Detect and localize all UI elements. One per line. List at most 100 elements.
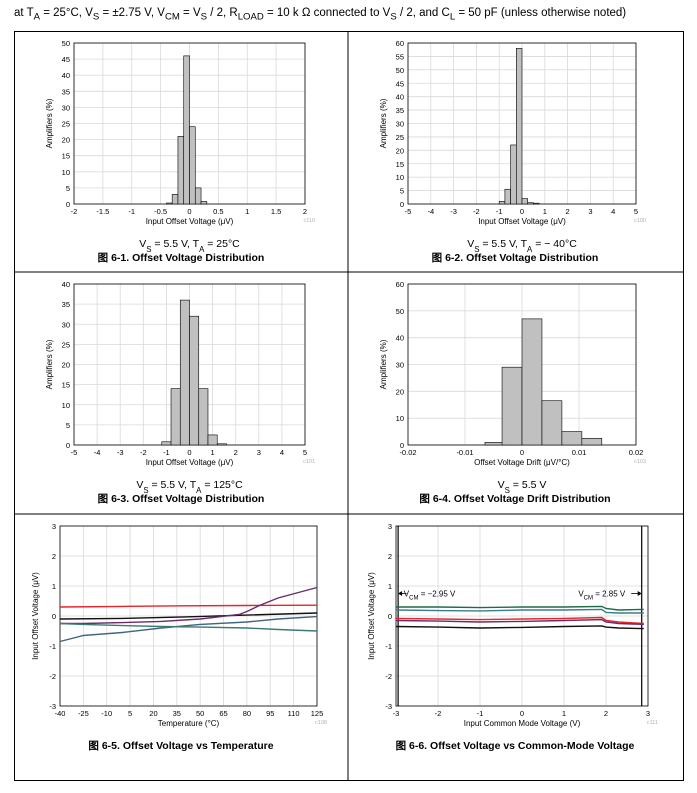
- x-tick-label: -25: [78, 709, 89, 718]
- x-tick-label: -1: [163, 448, 170, 457]
- histogram-bar: [516, 48, 523, 205]
- x-tick-label: 0: [520, 709, 524, 718]
- histogram-bar: [504, 188, 511, 205]
- x-tick-label: 3: [257, 448, 261, 457]
- series-line: [59, 622, 318, 632]
- y-tick-label: 50: [396, 66, 404, 75]
- histogram-bar: [501, 366, 523, 446]
- y-tick-label: -1: [385, 642, 392, 651]
- x-tick-label: 0.02: [629, 448, 644, 457]
- histogram-bar: [541, 400, 563, 446]
- x-tick-label: -3: [393, 709, 400, 718]
- x-tick-label: -4: [427, 207, 434, 216]
- x-tick-label: 35: [173, 709, 181, 718]
- histogram-bar: [189, 315, 200, 446]
- y-tick-label: 35: [62, 87, 70, 96]
- y-tick-label: 5: [400, 187, 404, 196]
- x-tick-label: -1.5: [96, 207, 109, 216]
- y-tick-label: 0: [66, 200, 70, 209]
- y-tick-label: 0: [388, 612, 392, 621]
- histogram-bar: [200, 201, 208, 205]
- histogram-bar: [198, 388, 209, 446]
- y-tick-label: 10: [62, 168, 70, 177]
- y-tick-label: 25: [62, 340, 70, 349]
- histogram-bar: [161, 441, 172, 446]
- chart-code: c103: [634, 459, 646, 465]
- x-tick-label: 125: [311, 709, 324, 718]
- histogram-bar: [171, 194, 179, 205]
- chart-code: c110: [303, 218, 315, 224]
- y-tick-label: 20: [62, 361, 70, 370]
- series-line: [395, 625, 644, 630]
- x-tick-label: -1: [128, 207, 135, 216]
- y-tick-label: 60: [396, 280, 404, 289]
- histogram-bar: [510, 144, 517, 205]
- x-axis-label: Input Offset Voltage (μV): [146, 217, 234, 226]
- x-axis-label: Offset Voltage Drift (μV/°C): [474, 458, 570, 467]
- y-tick-label: 30: [62, 320, 70, 329]
- y-tick-label: 3: [52, 522, 56, 531]
- x-tick-label: -0.02: [399, 448, 416, 457]
- x-axis-label: Input Offset Voltage (μV): [478, 217, 566, 226]
- x-tick-label: 50: [196, 709, 204, 718]
- figure-title: 图 6-3. Offset Voltage Distribution: [98, 493, 265, 505]
- y-tick-label: 45: [396, 79, 404, 88]
- histogram-bar: [177, 136, 185, 205]
- y-axis-label: Input Offset Voltage (μV): [31, 572, 40, 660]
- x-axis-label: Input Offset Voltage (μV): [146, 458, 234, 467]
- x-tick-label: -3: [450, 207, 457, 216]
- chart-6: -3 -2 -1 0 1 2 3 -3 -2 -1 0 1 2 3 Input Common Mode Vo…: [367, 522, 658, 752]
- chart-code: c108: [315, 720, 327, 726]
- y-tick-label: 40: [396, 93, 404, 102]
- y-tick-label: 50: [62, 39, 70, 48]
- y-tick-label: 1: [388, 582, 392, 591]
- y-axis-label: Amplifiers (%): [379, 98, 388, 148]
- y-tick-label: 0: [52, 612, 56, 621]
- x-tick-label: 20: [149, 709, 157, 718]
- x-tick-label: 0: [520, 207, 524, 216]
- x-tick-label: -3: [117, 448, 124, 457]
- y-tick-label: 2: [52, 552, 56, 561]
- x-tick-label: 0: [187, 448, 191, 457]
- x-tick-label: 1.5: [271, 207, 281, 216]
- histogram-bar: [581, 437, 603, 446]
- conditions-caption: VS = 5.5 V, TA = 25°C: [139, 238, 240, 254]
- y-tick-label: 35: [396, 106, 404, 115]
- y-tick-label: 3: [388, 522, 392, 531]
- annotation-arrowhead: [398, 591, 403, 596]
- x-axis-label: Temperature (°C): [158, 719, 220, 728]
- x-tick-label: 5: [634, 207, 638, 216]
- conditions-caption: VS = 5.5 V, TA = − 40°C: [467, 238, 577, 254]
- plot-border: [395, 525, 649, 707]
- x-tick-label: 2: [604, 709, 608, 718]
- histogram-bar: [533, 202, 540, 205]
- series-line: [59, 612, 318, 620]
- histogram-bar: [521, 318, 543, 446]
- x-tick-label: -2: [71, 207, 78, 216]
- conditions-header: at TA = 25°C, VS = ±2.75 V, VCM = VS / 2…: [14, 7, 627, 23]
- y-tick-label: 1: [52, 582, 56, 591]
- x-tick-label: -4: [94, 448, 101, 457]
- y-tick-label: 10: [396, 414, 404, 423]
- y-tick-label: -3: [385, 702, 392, 711]
- y-tick-label: 10: [62, 401, 70, 410]
- y-tick-label: 5: [66, 184, 70, 193]
- chart-3: 0 5 10 15 20 25 30 35 40 -5 -4 -3 -2 -1 0 1 2 3 4 5 Input Of…: [45, 280, 315, 505]
- x-tick-label: 2: [566, 207, 570, 216]
- x-tick-label: 1: [211, 448, 215, 457]
- figure-title: 图 6-1. Offset Voltage Distribution: [98, 252, 265, 264]
- y-tick-label: 30: [396, 361, 404, 370]
- x-tick-label: 1: [543, 207, 547, 216]
- histogram-bar: [179, 299, 190, 446]
- series-line: [60, 586, 318, 625]
- plot-border: [59, 525, 318, 707]
- x-tick-label: -1: [477, 709, 484, 718]
- x-tick-label: 1: [245, 207, 249, 216]
- y-tick-label: 25: [62, 120, 70, 129]
- x-tick-label: 4: [611, 207, 615, 216]
- chart-code: c111: [647, 720, 658, 726]
- y-axis-label: Amplifiers (%): [45, 98, 54, 148]
- y-tick-label: 2: [388, 552, 392, 561]
- x-tick-label: 4: [280, 448, 284, 457]
